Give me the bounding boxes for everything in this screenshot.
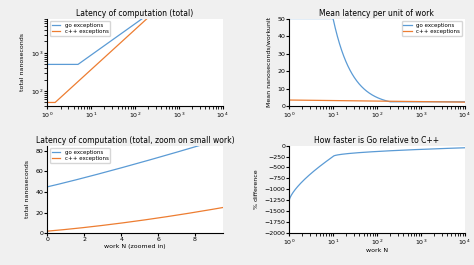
- c++ exceptions: [430, 100, 436, 103]
- go exceptions: [148, 158, 154, 161]
- go exceptions: [391, 100, 397, 103]
- X-axis label: work N: work N: [366, 248, 388, 253]
- c++ exceptions: [45, 229, 51, 233]
- Line: c++ exceptions: c++ exceptions: [47, 207, 223, 231]
- X-axis label: work N (zoomed in): work N (zoomed in): [104, 244, 166, 249]
- go exceptions: [371, 94, 376, 97]
- Line: c++ exceptions: c++ exceptions: [47, 0, 223, 103]
- Legend: go exceptions, c++ exceptions: go exceptions, c++ exceptions: [402, 21, 462, 36]
- c++ exceptions: [286, 98, 292, 101]
- c++ exceptions: [203, 209, 209, 212]
- go exceptions: [286, 17, 292, 20]
- go exceptions: [458, 100, 464, 103]
- c++ exceptions: [381, 100, 387, 103]
- Line: go exceptions: go exceptions: [289, 19, 465, 102]
- c++ exceptions: [192, 211, 198, 214]
- c++ exceptions: [149, 217, 155, 220]
- Line: go exceptions: go exceptions: [47, 139, 223, 187]
- c++ exceptions: [462, 100, 467, 104]
- go exceptions: [45, 185, 51, 188]
- go exceptions: [370, 94, 375, 97]
- Title: Mean latency per unit of work: Mean latency per unit of work: [319, 9, 434, 18]
- go exceptions: [45, 185, 50, 188]
- c++ exceptions: [129, 31, 135, 34]
- c++ exceptions: [370, 99, 375, 103]
- c++ exceptions: [391, 100, 396, 103]
- go exceptions: [203, 142, 209, 145]
- c++ exceptions: [45, 101, 50, 104]
- Line: go exceptions: go exceptions: [47, 0, 223, 64]
- go exceptions: [462, 100, 467, 103]
- go exceptions: [152, 157, 157, 160]
- Y-axis label: Mean nanoseconds/workunit: Mean nanoseconds/workunit: [267, 17, 272, 107]
- go exceptions: [149, 10, 155, 14]
- Legend: go exceptions, c++ exceptions: go exceptions, c++ exceptions: [50, 148, 110, 163]
- c++ exceptions: [152, 217, 157, 220]
- c++ exceptions: [220, 206, 226, 209]
- go exceptions: [149, 158, 155, 161]
- go exceptions: [45, 63, 50, 66]
- c++ exceptions: [139, 21, 145, 25]
- c++ exceptions: [457, 100, 463, 104]
- c++ exceptions: [128, 32, 134, 35]
- go exceptions: [381, 99, 387, 102]
- Title: Latency of computation (total): Latency of computation (total): [76, 9, 194, 18]
- Title: Latency of computation (total, zoom on small work): Latency of computation (total, zoom on s…: [36, 136, 234, 145]
- Line: c++ exceptions: c++ exceptions: [289, 100, 465, 102]
- c++ exceptions: [148, 217, 154, 220]
- Title: How faster is Go relative to C++: How faster is Go relative to C++: [314, 136, 439, 145]
- go exceptions: [129, 25, 135, 28]
- go exceptions: [192, 145, 198, 148]
- Legend: go exceptions, c++ exceptions: go exceptions, c++ exceptions: [50, 21, 110, 36]
- go exceptions: [139, 17, 145, 20]
- Y-axis label: % difference: % difference: [254, 170, 259, 209]
- Y-axis label: total nanoseconds: total nanoseconds: [25, 160, 30, 218]
- go exceptions: [220, 137, 226, 140]
- go exceptions: [430, 100, 436, 103]
- c++ exceptions: [371, 99, 376, 103]
- c++ exceptions: [149, 13, 155, 16]
- go exceptions: [388, 100, 393, 103]
- go exceptions: [128, 25, 134, 29]
- c++ exceptions: [45, 229, 50, 233]
- Y-axis label: total nanoseconds: total nanoseconds: [20, 33, 25, 91]
